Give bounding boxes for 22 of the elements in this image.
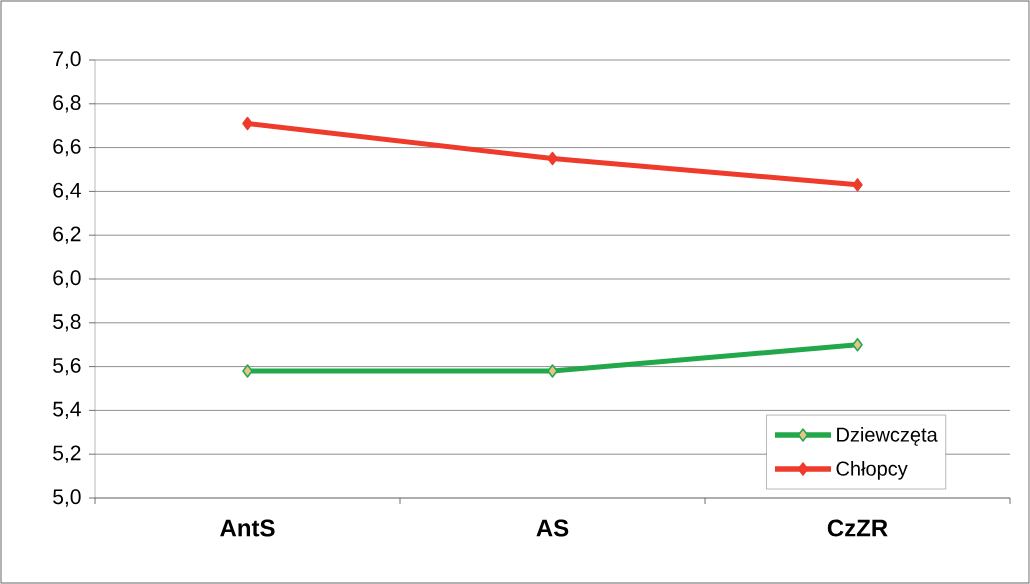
y-tick-label: 6,2 [53,226,81,244]
y-tick-label: 5,4 [53,401,81,419]
point [852,178,863,192]
legend-label: Chłopcy [836,461,908,480]
y-tick-label: 5,2 [53,445,81,463]
x-tick-label: AntS [220,519,275,537]
y-tick-label: 6,6 [53,138,81,157]
x-tick-label: AS [536,519,569,537]
y-tick-label: 5,6 [53,357,81,376]
y-tick-label: 5,0 [53,489,81,507]
point [852,337,863,352]
y-tick-label: 6,8 [53,95,81,113]
point [547,151,558,166]
point [547,364,558,378]
y-tick-label: 6,4 [53,182,81,201]
point [242,364,253,378]
x-tick-label: CzZR [827,519,888,537]
legend-label: Dziewczęta [837,427,938,446]
point [242,116,253,131]
y-tick-label: 6,0 [53,270,81,288]
y-tick-label: 5,8 [53,314,81,332]
y-tick-label: 7,0 [53,51,81,69]
